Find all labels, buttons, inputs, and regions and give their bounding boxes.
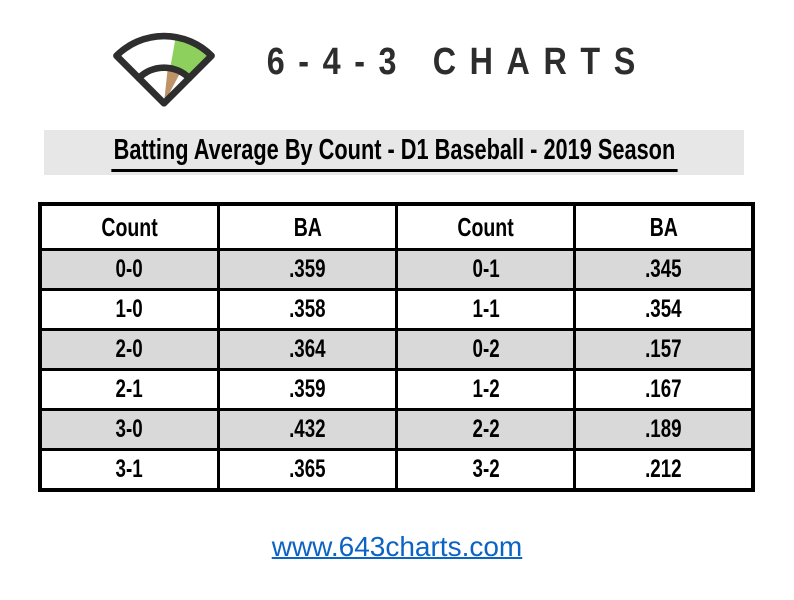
- table-cell: 0-0: [38, 248, 220, 291]
- table-cell-value: .157: [645, 335, 682, 363]
- table-cell-value: 1-0: [115, 295, 143, 323]
- table-cell-value: .354: [645, 295, 682, 323]
- table-cell: 3-0: [38, 408, 220, 451]
- column-header-count-left: Count: [38, 202, 220, 251]
- table-cell-value: 3-1: [115, 455, 143, 483]
- table-cell: .359: [216, 248, 399, 291]
- table-cell: .345: [573, 248, 755, 291]
- table-cell-value: .359: [289, 255, 326, 283]
- table-cell: .189: [573, 408, 755, 451]
- table-cell-value: .189: [645, 415, 682, 443]
- table-cell-value: 0-2: [472, 335, 500, 363]
- table-cell-value: 0-0: [115, 255, 143, 283]
- table-cell-value: .365: [289, 455, 326, 483]
- column-header-ba-right: BA: [573, 202, 755, 251]
- column-header-label: BA: [649, 211, 678, 242]
- column-header-ba-left: BA: [216, 202, 399, 251]
- table-cell: 3-1: [38, 448, 220, 492]
- table-cell-value: 0-1: [472, 255, 500, 283]
- table-cell-value: 2-2: [472, 415, 500, 443]
- table-cell-value: 3-0: [115, 415, 143, 443]
- table-cell-value: .345: [645, 255, 682, 283]
- table-row: 0-0 .359 0-1 .345: [38, 248, 755, 291]
- column-header-label: Count: [101, 211, 158, 242]
- table-cell-value: 1-2: [472, 375, 500, 403]
- table-cell: .358: [216, 288, 399, 331]
- table-cell: .354: [573, 288, 755, 331]
- column-header-label: BA: [293, 211, 322, 242]
- table-cell: .359: [216, 368, 399, 411]
- table-row: 3-0 .432 2-2 .189: [38, 408, 755, 451]
- table-cell: 1-0: [38, 288, 220, 331]
- table-cell: 1-1: [394, 288, 577, 331]
- table-cell-value: 2-1: [115, 375, 143, 403]
- title-band: Batting Average By Count - D1 Baseball -…: [44, 130, 744, 175]
- table-cell: 2-0: [38, 328, 220, 371]
- table-cell-value: 3-2: [472, 455, 500, 483]
- table-cell: .432: [216, 408, 399, 451]
- table-cell-value: .432: [289, 415, 326, 443]
- website-link[interactable]: www.643charts.com: [271, 531, 523, 562]
- table-cell: 3-2: [394, 448, 577, 492]
- brand-header: 6-4-3 CHARTS: [0, 14, 794, 110]
- table-cell: .365: [216, 448, 399, 492]
- page-title: Batting Average By Count - D1 Baseball -…: [110, 134, 678, 172]
- column-header-label: Count: [457, 211, 514, 242]
- table-cell: .157: [573, 328, 755, 371]
- table-cell: .212: [573, 448, 755, 492]
- table-cell-value: 2-0: [115, 335, 143, 363]
- table-row: 1-0 .358 1-1 .354: [38, 288, 755, 331]
- table-cell: 2-1: [38, 368, 220, 411]
- column-header-count-right: Count: [394, 202, 577, 251]
- batting-average-table: Count BA Count BA 0-0.359 0-1.345 1-0.358 1…: [38, 202, 755, 492]
- brand-name: 6-4-3 CHARTS: [266, 40, 650, 83]
- table-header-row: Count BA Count BA: [38, 202, 755, 251]
- table-cell-value: 1-1: [472, 295, 500, 323]
- baseball-field-icon: [111, 14, 217, 110]
- table-cell-value: .358: [289, 295, 326, 323]
- table-cell: 0-2: [394, 328, 577, 371]
- table-cell: 0-1: [394, 248, 577, 291]
- table-cell: 2-2: [394, 408, 577, 451]
- table-row: 2-1 .359 1-2 .167: [38, 368, 755, 411]
- table-cell-value: .212: [645, 455, 682, 483]
- table-cell-value: .167: [645, 375, 682, 403]
- footer: www.643charts.com: [0, 531, 794, 563]
- table-cell: .167: [573, 368, 755, 411]
- table-cell-value: .364: [289, 335, 326, 363]
- table-cell: 1-2: [394, 368, 577, 411]
- table-cell: .364: [216, 328, 399, 371]
- table-row: 2-0 .364 0-2 .157: [38, 328, 755, 371]
- table-row: 3-1 .365 3-2 .212: [38, 448, 755, 492]
- table-cell-value: .359: [289, 375, 326, 403]
- table-body: 0-0 .359 0-1 .345 1-0 .358 1-1 .354 2-0 .364 0-2 .1…: [38, 248, 755, 492]
